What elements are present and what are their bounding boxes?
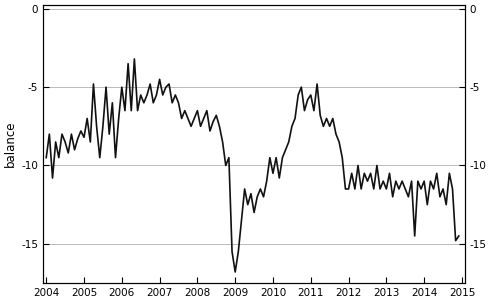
Y-axis label: balance: balance [4,121,17,167]
